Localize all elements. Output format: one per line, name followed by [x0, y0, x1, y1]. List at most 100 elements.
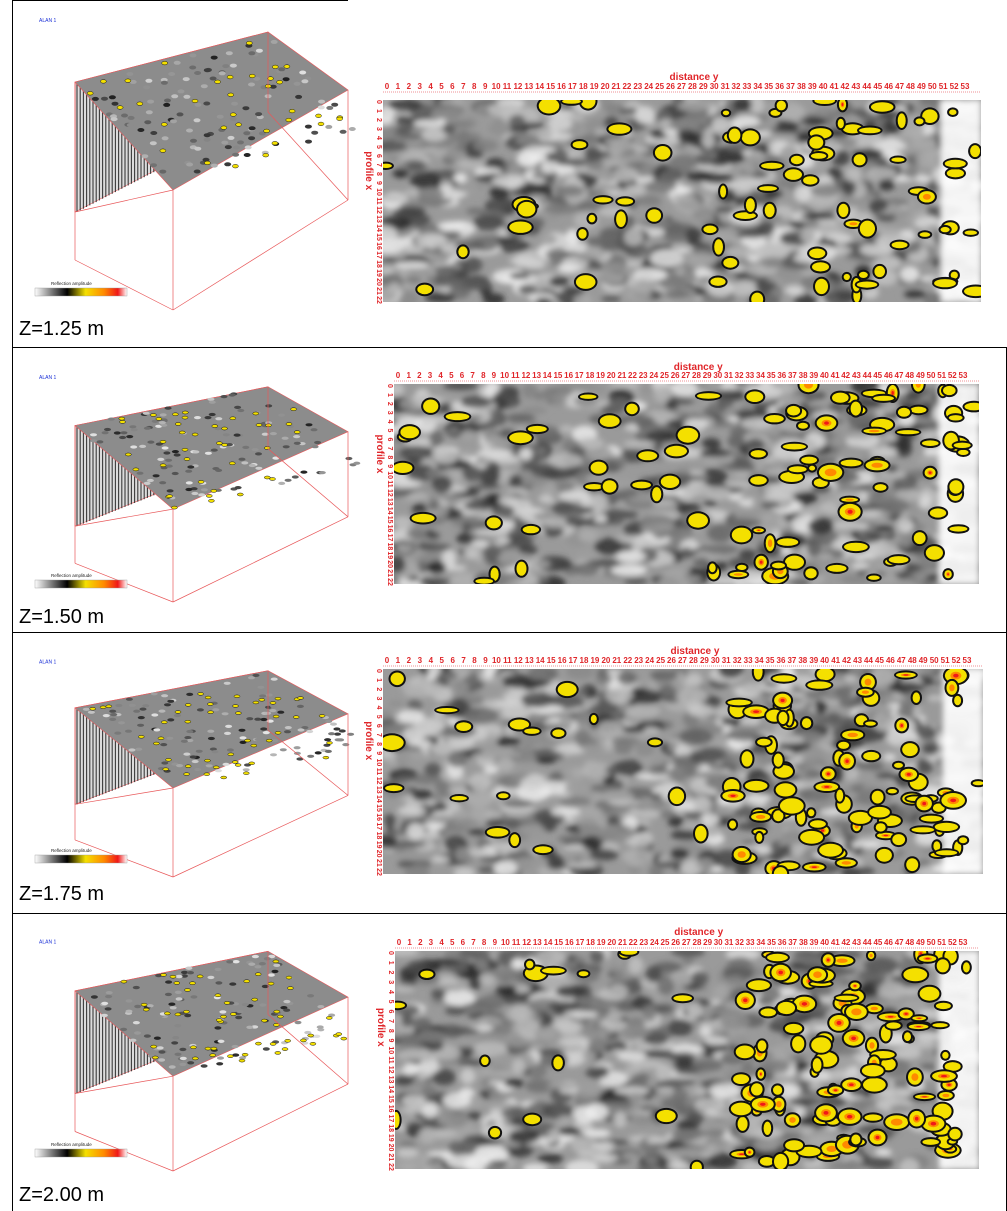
- site-label: ALAN 1: [39, 375, 56, 381]
- y-tick-label: 5: [375, 715, 382, 719]
- x-tick-label: 21: [612, 656, 621, 665]
- y-tick-label: 7: [375, 163, 382, 167]
- x-tick-label: 7: [461, 656, 466, 665]
- colorbar: [34, 1148, 128, 1158]
- x-tick-label: 46: [884, 371, 893, 380]
- x-tick-label: 37: [788, 938, 797, 947]
- x-tick-label: 18: [580, 656, 589, 665]
- x-tick-label: 24: [645, 656, 654, 665]
- y-tick-label: 4: [387, 990, 394, 994]
- y-tick-label: 6: [386, 438, 393, 442]
- x-tick-label: 52: [950, 82, 959, 91]
- y-tick-label: 10: [375, 188, 382, 196]
- y-tick-label: 19: [387, 1134, 394, 1142]
- depth-slice-map: [383, 100, 981, 302]
- x-tick-label: 0: [385, 82, 390, 91]
- x-tick-label: 34: [756, 371, 765, 380]
- x-tick-label: 13: [525, 656, 534, 665]
- depth-label: Z=2.00 m: [19, 1184, 105, 1206]
- x-tick-label: 51: [941, 656, 950, 665]
- panel-z-2-00: 0 1 2 3 4 5 6 7 8 9 10 11 12 13 14 15 16 17 18 19 20 21 22 23 24…: [13, 914, 1007, 1211]
- y-tick-label: 13: [387, 1076, 394, 1084]
- row-divider-2: [12, 632, 1007, 633]
- x-tick-label: 38: [799, 371, 808, 380]
- y-tick-label: 19: [375, 841, 382, 849]
- x-tick-label: 18: [585, 371, 594, 380]
- x-tick-label: 51: [937, 371, 946, 380]
- x-tick-label: 26: [667, 656, 676, 665]
- x-tick-label: 49: [916, 938, 925, 947]
- y-tick-label: 15: [375, 804, 382, 812]
- y-tick-label: 16: [375, 242, 382, 250]
- y-tick-label: 2: [387, 971, 394, 975]
- y-tick-label: 18: [375, 260, 382, 268]
- x-tick-label: 14: [535, 82, 544, 91]
- y-tick-label: 17: [387, 1115, 394, 1123]
- x-tick-label: 40: [820, 371, 829, 380]
- x-tick-label: 46: [886, 656, 895, 665]
- x-tick-label: 43: [851, 82, 860, 91]
- y-tick-label: 2: [375, 118, 382, 122]
- x-tick-label: 33: [745, 371, 754, 380]
- y-tick-label: 8: [375, 172, 382, 176]
- x-tick-label: 16: [557, 82, 566, 91]
- x-tick-label: 4: [429, 656, 434, 665]
- x-tick-label: 53: [963, 656, 972, 665]
- x-tick-label: 32: [732, 82, 741, 91]
- x-tick-label: 31: [724, 938, 733, 947]
- x-tick-label: 42: [841, 82, 850, 91]
- y-tick-label: 14: [375, 795, 382, 803]
- x-tick-label: 31: [721, 82, 730, 91]
- x-tick-label: 42: [841, 371, 850, 380]
- volume-3d-view: ALAN 1 Reflection amplitude: [34, 18, 356, 311]
- x-tick-label: 15: [554, 938, 563, 947]
- x-tick-label: 37: [786, 82, 795, 91]
- y-tick-label: 0: [375, 669, 382, 673]
- x-tick-label: 49: [919, 656, 928, 665]
- x-tick-label: 0: [397, 938, 402, 947]
- panel-graphics: 0 1 2 3 4 5 6 7 8 9 10 11 12 13 14 15 16 17 18 19 20 21 22 23 24…: [34, 362, 979, 603]
- y-tick-label: 18: [386, 543, 393, 551]
- x-tick-label: 29: [700, 656, 709, 665]
- x-tick-label: 39: [809, 371, 818, 380]
- x-tick-label: 30: [711, 656, 720, 665]
- y-axis: 012345678910111213141516171819202122prof…: [363, 669, 382, 876]
- y-axis: 012345678910111213141516171819202122prof…: [375, 951, 394, 1171]
- x-tick-label: 42: [842, 656, 851, 665]
- y-axis-title: profile x: [374, 435, 385, 474]
- x-tick-label: 48: [906, 82, 915, 91]
- x-tick-label: 22: [623, 656, 632, 665]
- x-tick-label: 47: [897, 656, 906, 665]
- x-tick-label: 50: [930, 656, 939, 665]
- x-tick-label: 12: [522, 938, 531, 947]
- y-tick-label: 5: [386, 429, 393, 433]
- y-tick-label: 7: [386, 446, 393, 450]
- y-tick-label: 10: [386, 471, 393, 479]
- y-tick-label: 3: [387, 980, 394, 984]
- site-label: ALAN 1: [39, 18, 56, 24]
- x-tick-label: 23: [633, 82, 642, 91]
- x-tick-label: 42: [841, 938, 850, 947]
- x-tick-label: 19: [590, 656, 599, 665]
- colorbar: [34, 287, 128, 297]
- x-tick-label: 38: [797, 82, 806, 91]
- x-tick-label: 38: [798, 656, 807, 665]
- x-tick-label: 50: [927, 371, 936, 380]
- x-tick-label: 48: [908, 656, 917, 665]
- x-tick-label: 14: [544, 938, 553, 947]
- x-tick-label: 6: [460, 371, 465, 380]
- x-tick-label: 1: [396, 656, 401, 665]
- colorbar-title: Reflection amplitude: [51, 281, 92, 286]
- x-tick-label: 53: [959, 371, 968, 380]
- x-tick-label: 39: [809, 656, 818, 665]
- y-tick-label: 18: [375, 832, 382, 840]
- row-divider-3: [12, 913, 1007, 914]
- x-tick-label: 11: [511, 371, 520, 380]
- x-tick-label: 27: [682, 938, 691, 947]
- y-tick-label: 16: [386, 525, 393, 533]
- x-tick-label: 13: [524, 82, 533, 91]
- x-tick-label: 21: [617, 371, 626, 380]
- x-tick-label: 25: [655, 82, 664, 91]
- y-tick-label: 15: [386, 516, 393, 524]
- x-tick-label: 24: [644, 82, 653, 91]
